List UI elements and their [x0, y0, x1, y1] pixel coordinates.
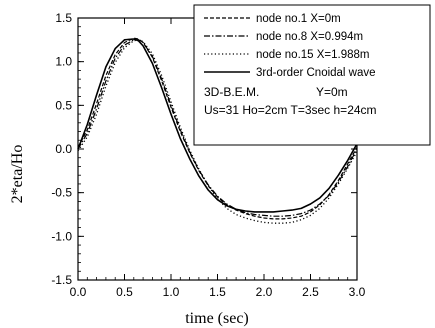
y-tick-label: 0.5: [55, 98, 72, 112]
legend: node no.1 X=0m node no.8 X=0.994m node n…: [193, 4, 431, 146]
y-tick-label: -1.5: [51, 273, 72, 287]
x-tick-label: 2.5: [302, 285, 319, 299]
x-tick-label: 3.0: [349, 285, 366, 299]
annotation-y-position: Y=0m: [316, 85, 348, 99]
x-tick-label: 0.5: [116, 285, 133, 299]
y-axis-label: 2*eta/Ho: [9, 145, 26, 204]
legend-label-node-15: node no.15 X=1.988m: [256, 49, 370, 61]
series-line-4: [77, 38, 358, 213]
legend-label-cnoidal: 3rd-order Cnoidal wave: [256, 67, 376, 79]
legend-box: [193, 4, 431, 146]
x-tick-label: 0.0: [70, 285, 87, 299]
x-axis-label: time (sec): [185, 310, 249, 327]
series-line-2: [77, 39, 358, 217]
series-line-3: [77, 39, 358, 224]
annotation-conditions: Us=31 Ho=2cm T=3sec h=24cm: [204, 103, 377, 117]
y-tick-label: -0.5: [51, 186, 72, 200]
series-lines: [77, 37, 358, 224]
y-tick-label: -1.0: [51, 229, 72, 243]
x-tick-label: 1.0: [163, 285, 180, 299]
y-tick-label: 1.0: [55, 55, 72, 69]
x-tick-label: 2.0: [256, 285, 273, 299]
x-tick-label: 1.5: [209, 285, 226, 299]
legend-label-node-8: node no.8 X=0.994m: [256, 31, 363, 43]
axes: 0.0 0.5 1.0 1.5 2.0 2.5 3.0 1.5 1.0 0.5 0.0 -0.5 -1.…: [51, 11, 365, 299]
y-tick-label: 0.0: [55, 142, 72, 156]
legend-label-node-1: node no.1 X=0m: [256, 13, 341, 25]
annotation-method: 3D-B.E.M.: [204, 85, 259, 99]
y-tick-label: 1.5: [55, 11, 72, 25]
